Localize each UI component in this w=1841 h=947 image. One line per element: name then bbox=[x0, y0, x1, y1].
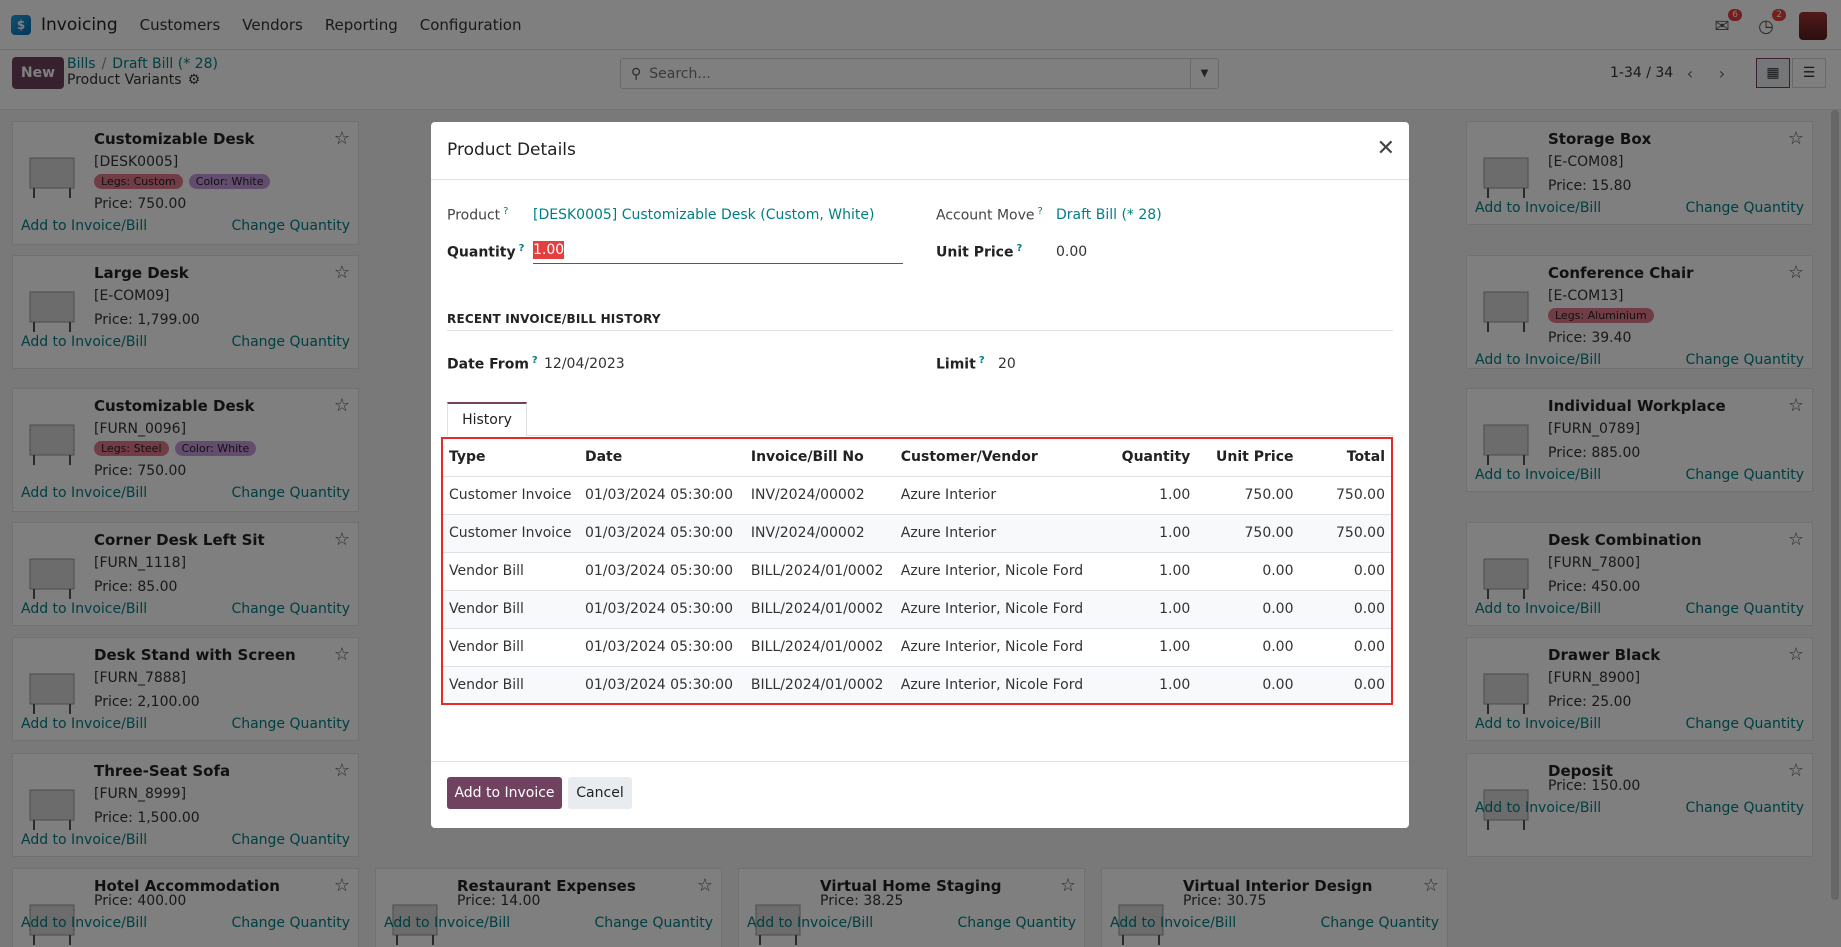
cell-date: 01/03/2024 05:30:00 bbox=[578, 590, 745, 629]
cell-quantity: 1.00 bbox=[1091, 628, 1197, 667]
cell-unit-price: 750.00 bbox=[1196, 476, 1300, 515]
cell-quantity: 1.00 bbox=[1091, 514, 1197, 553]
table-row[interactable]: Vendor Bill 01/03/2024 05:30:00 BILL/2024/… bbox=[442, 552, 1392, 591]
cell-invoice-no: BILL/2024/01/0002 bbox=[744, 590, 895, 629]
cell-type: Customer Invoice bbox=[442, 476, 579, 515]
cell-invoice-no: BILL/2024/01/0002 bbox=[744, 552, 895, 591]
cell-unit-price: 750.00 bbox=[1196, 514, 1300, 553]
cell-quantity: 1.00 bbox=[1091, 476, 1197, 515]
cell-unit-price: 0.00 bbox=[1196, 666, 1300, 705]
cell-unit-price: 0.00 bbox=[1196, 552, 1300, 591]
cell-quantity: 1.00 bbox=[1091, 552, 1197, 591]
quantity-input[interactable]: 1.00 bbox=[533, 240, 903, 264]
cell-customer-vendor: Azure Interior, Nicole Ford bbox=[894, 666, 1092, 705]
account-move-label: Account Move? bbox=[936, 206, 1043, 224]
date-from-label: Date From? bbox=[447, 355, 538, 373]
date-from-field[interactable]: 12/04/2023 bbox=[544, 356, 625, 372]
cell-customer-vendor: Azure Interior, Nicole Ford bbox=[894, 628, 1092, 667]
cell-type: Vendor Bill bbox=[442, 552, 579, 591]
column-header-total[interactable]: Total bbox=[1299, 438, 1392, 477]
limit-label: Limit? bbox=[936, 355, 985, 373]
product-details-dialog: Product Details ✕ Product? [DESK0005] Cu… bbox=[431, 122, 1409, 828]
account-move-field[interactable]: Draft Bill (* 28) bbox=[1056, 207, 1162, 223]
cell-type: Vendor Bill bbox=[442, 666, 579, 705]
table-row[interactable]: Vendor Bill 01/03/2024 05:30:00 BILL/2024/… bbox=[442, 666, 1392, 705]
cell-unit-price: 0.00 bbox=[1196, 628, 1300, 667]
close-icon[interactable]: ✕ bbox=[1376, 136, 1395, 161]
history-table: Type Date Invoice/Bill No Customer/Vendo… bbox=[441, 437, 1393, 705]
cell-invoice-no: INV/2024/00002 bbox=[744, 476, 895, 515]
cell-unit-price: 0.00 bbox=[1196, 590, 1300, 629]
cell-total: 750.00 bbox=[1299, 514, 1392, 553]
column-header-invoice-no[interactable]: Invoice/Bill No bbox=[744, 438, 895, 477]
product-field[interactable]: [DESK0005] Customizable Desk (Custom, Wh… bbox=[533, 207, 875, 223]
cell-total: 0.00 bbox=[1299, 666, 1392, 705]
cell-total: 0.00 bbox=[1299, 628, 1392, 667]
cell-type: Customer Invoice bbox=[442, 514, 579, 553]
modal-title: Product Details bbox=[447, 140, 576, 160]
cell-type: Vendor Bill bbox=[442, 628, 579, 667]
cell-total: 750.00 bbox=[1299, 476, 1392, 515]
cell-date: 01/03/2024 05:30:00 bbox=[578, 552, 745, 591]
cell-quantity: 1.00 bbox=[1091, 590, 1197, 629]
cell-quantity: 1.00 bbox=[1091, 666, 1197, 705]
cell-date: 01/03/2024 05:30:00 bbox=[578, 628, 745, 667]
column-header-unit-price[interactable]: Unit Price bbox=[1196, 438, 1300, 477]
cell-date: 01/03/2024 05:30:00 bbox=[578, 666, 745, 705]
cell-type: Vendor Bill bbox=[442, 590, 579, 629]
unit-price-value[interactable]: 0.00 bbox=[1056, 244, 1088, 260]
table-row[interactable]: Customer Invoice 01/03/2024 05:30:00 INV/2… bbox=[442, 476, 1392, 515]
cell-invoice-no: BILL/2024/01/0002 bbox=[744, 628, 895, 667]
table-header-row: Type Date Invoice/Bill No Customer/Vendo… bbox=[442, 438, 1392, 477]
table-row[interactable]: Vendor Bill 01/03/2024 05:30:00 BILL/2024/… bbox=[442, 590, 1392, 629]
cell-customer-vendor: Azure Interior, Nicole Ford bbox=[894, 552, 1092, 591]
cell-customer-vendor: Azure Interior bbox=[894, 514, 1092, 553]
cell-total: 0.00 bbox=[1299, 552, 1392, 591]
tab-history[interactable]: History bbox=[447, 402, 527, 436]
quantity-label: Quantity? bbox=[447, 243, 525, 261]
tab-divider bbox=[527, 435, 1393, 436]
column-header-date[interactable]: Date bbox=[578, 438, 745, 477]
cell-invoice-no: INV/2024/00002 bbox=[744, 514, 895, 553]
modal-footer: Add to Invoice Cancel bbox=[431, 761, 1409, 828]
cancel-button[interactable]: Cancel bbox=[568, 777, 632, 809]
table-row[interactable]: Customer Invoice 01/03/2024 05:30:00 INV/2… bbox=[442, 514, 1392, 553]
modal-header: Product Details ✕ bbox=[431, 122, 1409, 180]
section-title: RECENT INVOICE/BILL HISTORY bbox=[447, 312, 661, 326]
cell-date: 01/03/2024 05:30:00 bbox=[578, 476, 745, 515]
quantity-value: 1.00 bbox=[533, 241, 565, 259]
cell-total: 0.00 bbox=[1299, 590, 1392, 629]
table-row[interactable]: Vendor Bill 01/03/2024 05:30:00 BILL/2024/… bbox=[442, 628, 1392, 667]
unit-price-label: Unit Price? bbox=[936, 243, 1023, 261]
column-header-quantity[interactable]: Quantity bbox=[1091, 438, 1197, 477]
cell-date: 01/03/2024 05:30:00 bbox=[578, 514, 745, 553]
product-label: Product? bbox=[447, 206, 509, 224]
section-divider bbox=[447, 330, 1393, 331]
limit-field[interactable]: 20 bbox=[998, 356, 1016, 372]
add-to-invoice-button[interactable]: Add to Invoice bbox=[447, 777, 562, 809]
cell-invoice-no: BILL/2024/01/0002 bbox=[744, 666, 895, 705]
column-header-customer-vendor[interactable]: Customer/Vendor bbox=[894, 438, 1092, 477]
cell-customer-vendor: Azure Interior bbox=[894, 476, 1092, 515]
column-header-type[interactable]: Type bbox=[442, 438, 579, 477]
cell-customer-vendor: Azure Interior, Nicole Ford bbox=[894, 590, 1092, 629]
